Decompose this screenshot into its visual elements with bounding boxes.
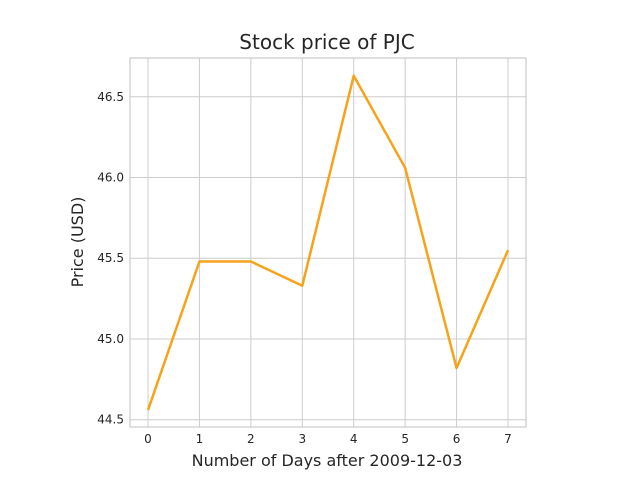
grid-layer — [130, 58, 526, 427]
price-series-line — [146, 74, 510, 411]
x-tick-label: 6 — [453, 432, 461, 446]
chart-title: Stock price of PJC — [239, 30, 414, 54]
y-tick-labels: 44.5 45.0 45.5 46.0 46.5 — [97, 90, 124, 427]
y-tick-label: 45.5 — [97, 251, 124, 265]
series-layer — [146, 74, 510, 411]
x-tick-label: 4 — [350, 432, 358, 446]
y-tick-label: 46.5 — [97, 90, 124, 104]
x-tick-labels: 0 1 2 3 4 5 6 7 — [144, 432, 512, 446]
y-tick-label: 44.5 — [97, 413, 124, 427]
x-axis-label: Number of Days after 2009-12-03 — [192, 451, 463, 470]
y-axis-label: Price (USD) — [68, 197, 87, 288]
x-tick-label: 0 — [144, 432, 152, 446]
x-tick-label: 7 — [504, 432, 512, 446]
x-tick-label: 5 — [401, 432, 409, 446]
plot-frame — [129, 57, 527, 428]
x-tick-label: 1 — [196, 432, 204, 446]
y-tick-label: 45.0 — [97, 332, 124, 346]
x-tick-label: 3 — [298, 432, 306, 446]
x-tick-label: 2 — [247, 432, 255, 446]
y-tick-label: 46.0 — [97, 171, 124, 185]
